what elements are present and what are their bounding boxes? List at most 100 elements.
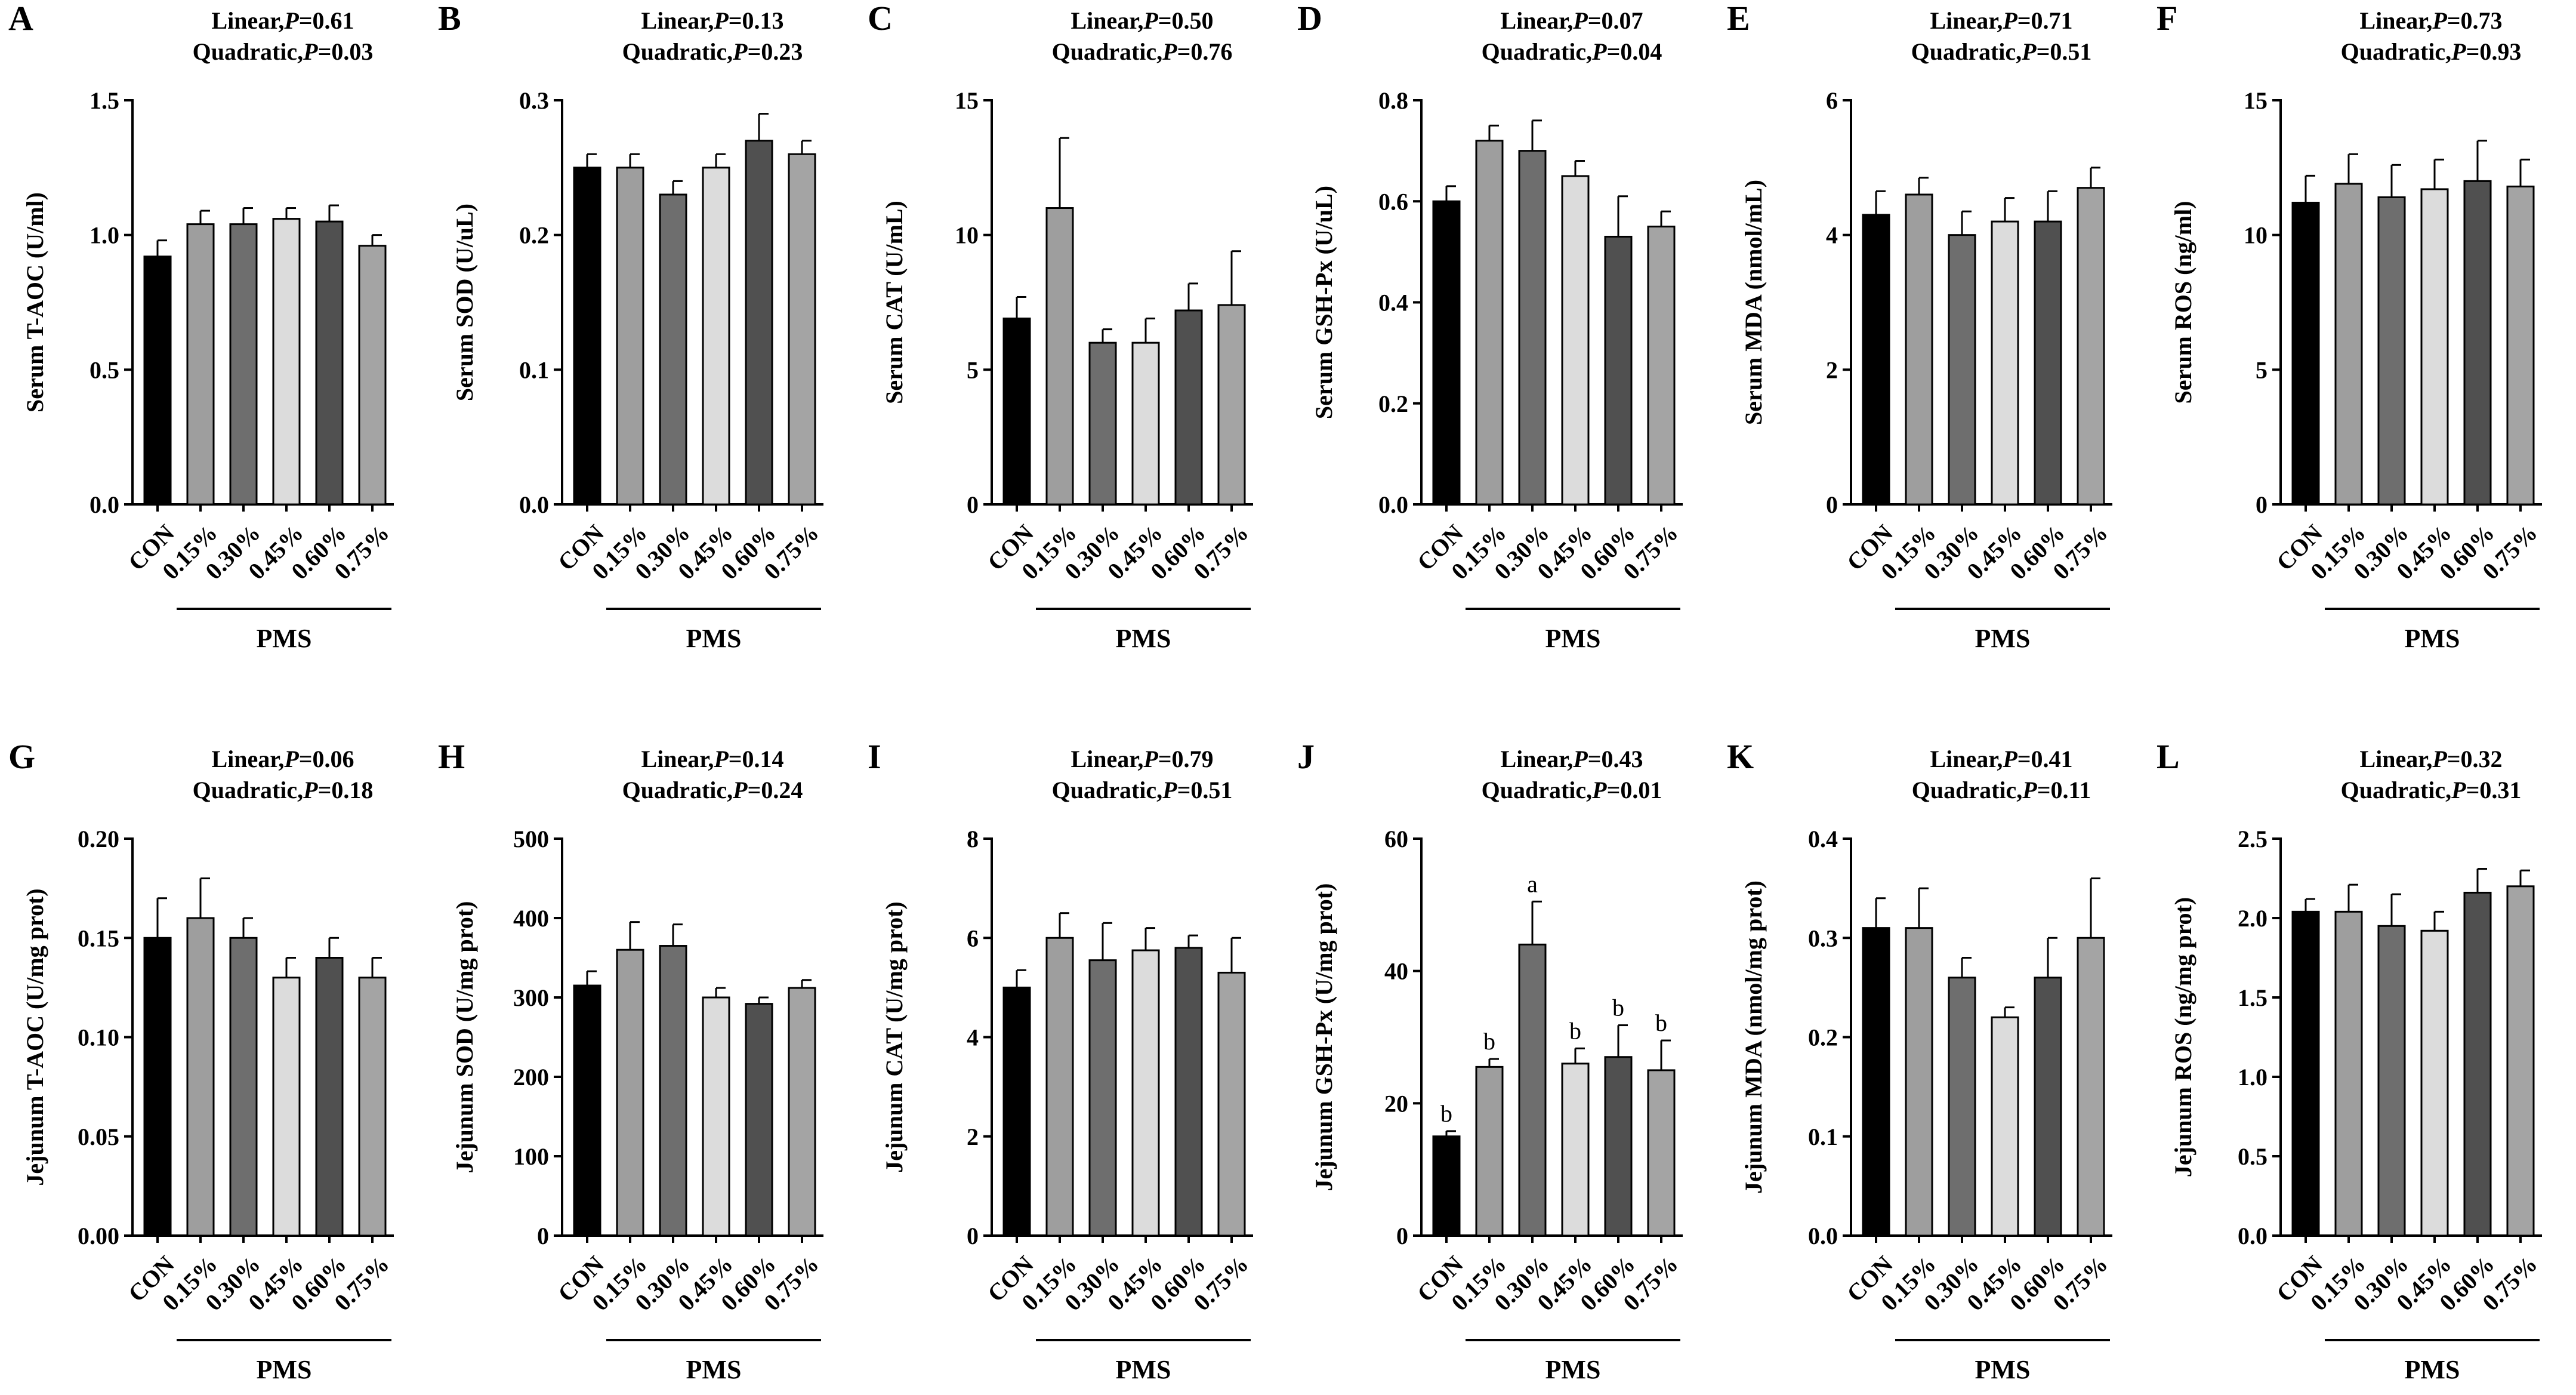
bar-c-4 [1131,341,1160,506]
bar-k-6 [2077,937,2105,1237]
panel-letter: G [8,737,35,776]
bar-l-5 [2463,891,2492,1237]
y-tick-label: 0 [967,1222,979,1249]
bar-h-6 [788,987,816,1237]
bar-j-1 [1432,1135,1461,1237]
y-tick-label: 2.0 [2238,905,2268,932]
y-axis-label: Serum ROS (ng/ml) [2170,201,2196,404]
y-tick-label: 200 [513,1064,549,1091]
y-tick-label: 1.5 [90,87,119,114]
panel-letter: A [8,0,33,38]
y-tick-label: 5 [967,356,979,383]
y-axis-label: Serum SOD (U/uL) [451,204,478,401]
pms-group-label: PMS [2405,624,2460,653]
linear-p-label: Linear,P=0.41 [1930,746,2072,772]
y-tick-label: 100 [513,1143,549,1170]
bar-j-2 [1475,1066,1504,1237]
pms-group-label: PMS [1545,624,1601,653]
bar-b-4 [702,167,730,506]
bar-b-3 [659,193,687,506]
y-tick-label: 0.10 [78,1024,119,1051]
y-axis-label: Jejunum T-AOC (U/mg prot) [21,888,48,1185]
bar-a-5 [315,220,344,506]
bar-i-6 [1217,971,1246,1237]
bar-h-2 [616,949,644,1237]
y-tick-label: 2.5 [2238,826,2268,852]
y-tick-label: 2 [1826,356,1838,383]
linear-p-label: Linear,P=0.71 [1930,7,2072,34]
bar-d-5 [1604,235,1633,506]
panel-c: C Linear,P=0.50 Quadratic,P=0.76 Serum CAT … [868,0,1254,653]
bar-d-2 [1475,140,1504,506]
y-tick-label: 15 [2244,87,2268,114]
panel-b: B Linear,P=0.13 Quadratic,P=0.23 Serum SOD … [438,0,824,653]
y-tick-label: 0.0 [1378,491,1408,518]
pms-group-label: PMS [1116,624,1171,653]
y-tick-label: 0.5 [2238,1143,2268,1170]
y-axis-label: Serum CAT (U/mL) [881,201,908,404]
panel-letter: H [438,737,465,776]
bar-a-4 [272,218,301,506]
bar-f-1 [2291,202,2320,506]
bar-g-5 [315,957,344,1237]
y-tick-label: 4 [1826,222,1838,249]
bar-l-4 [2420,929,2449,1237]
y-tick-label: 1.0 [2238,1064,2268,1091]
bar-l-6 [2506,885,2535,1237]
panel-k: K Linear,P=0.41 Quadratic,P=0.11 Jejunum MD… [1727,737,2113,1384]
y-tick-label: 300 [513,984,549,1011]
bar-h-3 [659,945,687,1237]
quadratic-p-label: Quadratic,P=0.18 [193,777,374,803]
pms-group-label: PMS [2405,1355,2460,1384]
panel-i: I Linear,P=0.79 Quadratic,P=0.51 Jejunum CA… [868,737,1254,1384]
bar-i-1 [1002,986,1031,1237]
y-axis-label: Jejunum SOD (U/mg prot) [451,901,478,1174]
bar-j-5 [1604,1056,1633,1237]
linear-p-label: Linear,P=0.32 [2359,746,2502,772]
panel-d: D Linear,P=0.07 Quadratic,P=0.04 Serum GSH-… [1297,0,1683,653]
bar-e-1 [1862,214,1890,506]
y-tick-label: 0.0 [90,491,119,518]
bar-d-1 [1432,200,1461,506]
y-tick-label: 1.5 [2238,984,2268,1011]
y-tick-label: 500 [513,826,549,852]
panel-a: A Linear,P=0.61 Quadratic,P=0.03 Serum T-AO… [8,0,394,653]
panel-letter: L [2157,737,2180,776]
y-tick-label: 0.1 [519,356,549,383]
bar-j-4 [1561,1063,1590,1237]
bar-b-5 [745,140,773,506]
bar-e-2 [1905,193,1933,506]
bar-a-2 [186,223,215,506]
y-tick-label: 0.3 [1808,925,1838,951]
y-tick-label: 5 [2256,356,2268,383]
y-tick-label: 40 [1384,958,1408,985]
y-tick-label: 0.00 [78,1222,119,1249]
quadratic-p-label: Quadratic,P=0.51 [1052,777,1233,803]
bar-f-6 [2506,185,2535,506]
bar-b-2 [616,167,644,506]
y-tick-label: 0.4 [1378,290,1408,316]
panel-h: H Linear,P=0.14 Quadratic,P=0.24 Jejunum SO… [438,737,824,1384]
quadratic-p-label: Quadratic,P=0.01 [1482,777,1662,803]
significance-letter: b [1440,1100,1452,1127]
panel-j: J Linear,P=0.43 Quadratic,P=0.01 Jejunum GS… [1297,737,1683,1384]
y-tick-label: 0.3 [519,87,549,114]
y-tick-label: 0 [2256,491,2268,518]
quadratic-p-label: Quadratic,P=0.76 [1052,38,1233,65]
bar-d-6 [1647,226,1676,506]
y-axis-label: Jejunum MDA (nmol/mg prot) [1740,880,1767,1194]
y-tick-label: 6 [1826,87,1838,114]
y-tick-label: 0.5 [90,356,119,383]
bar-j-6 [1647,1069,1676,1237]
y-axis-label: Serum T-AOC (U/ml) [21,192,48,412]
y-tick-label: 0.2 [519,222,549,249]
significance-letter: a [1527,870,1538,897]
y-tick-label: 0.2 [1378,390,1408,417]
bar-c-1 [1002,318,1031,506]
quadratic-p-label: Quadratic,P=0.03 [193,38,374,65]
y-tick-label: 8 [967,826,979,852]
bar-k-4 [1991,1016,2019,1237]
quadratic-p-label: Quadratic,P=0.93 [2341,38,2522,65]
panel-letter: K [1727,737,1754,776]
